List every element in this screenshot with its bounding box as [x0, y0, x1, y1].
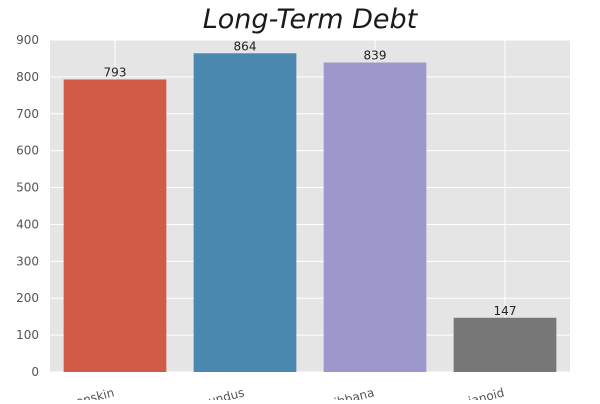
x-tick-label: undus: [207, 385, 246, 400]
y-tick-label: 400: [16, 217, 39, 231]
y-tick-label: 200: [16, 291, 39, 305]
x-tick-label: ianoid: [467, 385, 506, 400]
x-tick-label: onskin: [74, 385, 115, 400]
y-tick-label: 800: [16, 70, 39, 84]
y-tick-label: 100: [16, 328, 39, 342]
bar: [323, 62, 427, 372]
y-tick-label: 0: [31, 365, 39, 379]
y-tick-label: 700: [16, 107, 39, 121]
y-tick-label: 900: [16, 33, 39, 47]
x-tick-labels: onskin undus ibbana ianoid: [74, 385, 505, 400]
data-label: 864: [234, 39, 257, 53]
data-label: 839: [364, 49, 387, 63]
data-label: 147: [494, 304, 517, 318]
bar: [63, 79, 167, 373]
bar: [193, 53, 297, 372]
bar: [453, 317, 557, 372]
x-tick-label: ibbana: [333, 385, 376, 400]
data-label: 793: [104, 65, 127, 79]
y-tick-label: 600: [16, 144, 39, 158]
chart-title: Long-Term Debt: [202, 4, 418, 35]
y-tick-label: 300: [16, 254, 39, 268]
y-tick-label: 500: [16, 181, 39, 195]
